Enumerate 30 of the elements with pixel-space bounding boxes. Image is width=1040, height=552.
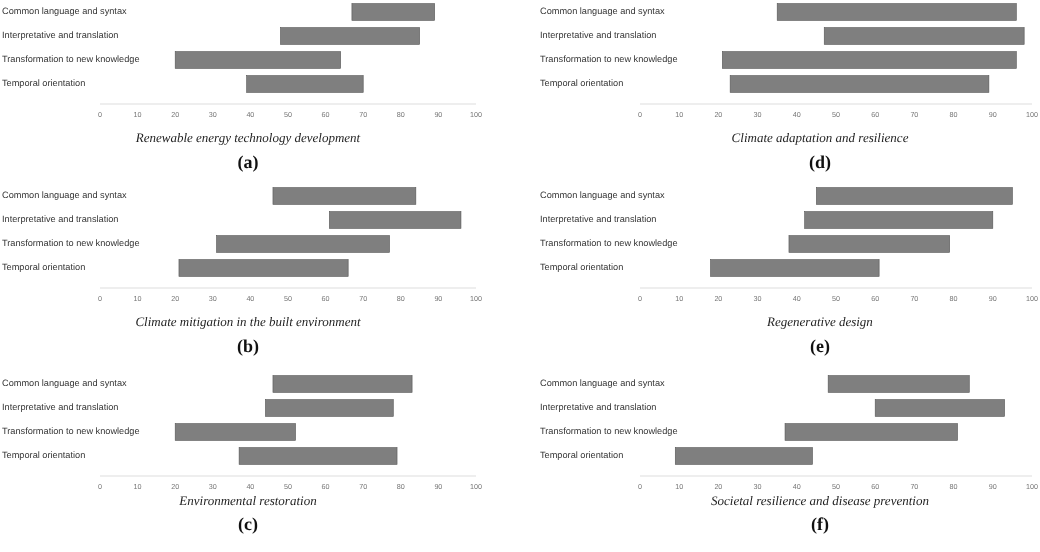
bar [710, 259, 880, 277]
bar [788, 235, 950, 253]
text: (c) [238, 514, 258, 534]
text: (b) [237, 336, 259, 356]
bar [827, 375, 970, 393]
bar [722, 51, 1017, 69]
bar [280, 27, 420, 45]
bar [265, 399, 394, 417]
bar [272, 375, 413, 393]
bar [178, 259, 349, 277]
bar [674, 447, 813, 465]
bar [776, 3, 1017, 21]
bar [174, 51, 341, 69]
bar [329, 211, 462, 229]
text: (d) [809, 152, 831, 172]
text: (e) [810, 336, 830, 356]
bar [216, 235, 390, 253]
bar [351, 3, 435, 21]
bar [238, 447, 398, 465]
bar [174, 423, 296, 441]
bar [246, 75, 364, 93]
text: (a) [237, 152, 259, 172]
bar [784, 423, 958, 441]
bar [816, 187, 1013, 205]
bar [729, 75, 990, 93]
bar [823, 27, 1025, 45]
bar [272, 187, 417, 205]
bar [804, 211, 994, 229]
text: (f) [811, 514, 829, 534]
bar [874, 399, 1005, 417]
